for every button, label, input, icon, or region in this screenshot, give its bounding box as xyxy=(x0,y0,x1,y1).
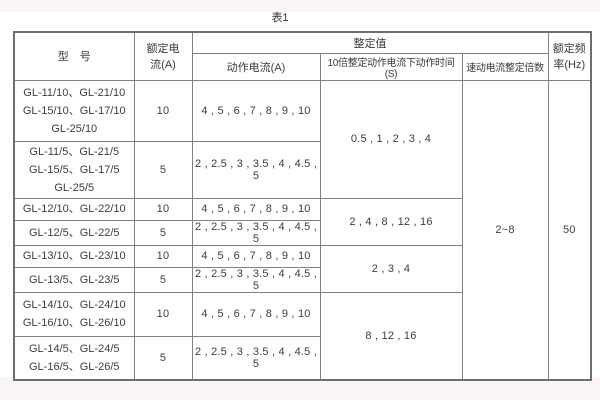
model-cell: GL-14/5、GL-24/5 GL-16/5、GL-26/5 xyxy=(13,335,135,381)
table-row: GL-14/5、GL-24/5 GL-16/5、GL-26/5 5 2 , 2.… xyxy=(13,335,591,381)
model-line: GL-13/5、GL-23/5 xyxy=(29,273,120,286)
model-cell: GL-13/5、GL-23/5 xyxy=(13,266,135,293)
operating-time-cell: 2 , 4 , 8 , 12 , 16 xyxy=(319,197,463,246)
rated-frequency-cell: 50 xyxy=(547,79,592,381)
operating-current-cell: 2 , 2.5 , 3 , 3.5 , 4 , 4.5 , 5 xyxy=(191,266,321,293)
model-cell: GL-12/5、GL-22/5 xyxy=(13,219,135,246)
operating-current-cell: 4 , 5 , 6 , 7 , 8 , 9 , 10 xyxy=(191,79,321,142)
rated-current-cell: 10 xyxy=(133,79,193,142)
operating-current-cell: 2 , 2.5 , 3 , 3.5 , 4 , 4.5 , 5 xyxy=(191,140,321,199)
operating-current-cell: 4 , 5 , 6 , 7 , 8 , 9 , 10 xyxy=(191,197,321,221)
model-line: GL-14/10、GL-24/10 xyxy=(22,299,126,311)
table-row: GL-13/10、GL-23/10 10 4 , 5 , 6 , 7 , 8 ,… xyxy=(13,244,591,293)
operating-time-cell: 8 , 12 , 16 xyxy=(319,291,463,381)
table-row: GL-13/5、GL-23/5 5 2 , 2.5 , 3 , 3.5 , 4 … xyxy=(13,266,591,293)
table-row: GL-11/10、GL-21/10 GL-15/10、GL-17/10 GL-2… xyxy=(13,79,592,381)
rated-current-header-line2: 流(A) xyxy=(150,59,176,72)
model-line: GL-16/5、GL-26/5 xyxy=(29,360,120,373)
rated-current-cell: 5 xyxy=(133,219,193,246)
operating-current-cell: 4 , 5 , 6 , 7 , 8 , 9 , 10 xyxy=(191,291,321,337)
model-line: GL-25/5 xyxy=(54,181,95,194)
spec-table: 型 号 额定电 流(A) 整定值 额定频 率(Hz) 动作电流(A) 10倍整定… xyxy=(13,31,593,381)
rated-current-cell: 5 xyxy=(133,266,193,293)
top-edge-strip xyxy=(0,0,600,12)
rated-frequency-header: 额定频 率(Hz) xyxy=(547,31,592,81)
rated-frequency-header-line2: 率(Hz) xyxy=(553,59,586,72)
header-row-1: 型 号 额定电 流(A) 整定值 额定频 率(Hz) xyxy=(13,31,592,81)
rated-current-header: 额定电 流(A) xyxy=(133,31,193,81)
model-line: GL-16/10、GL-26/10 xyxy=(22,317,126,329)
model-cell: GL-11/10、GL-21/10 GL-15/10、GL-17/10 GL-2… xyxy=(13,79,135,142)
operating-current-header: 动作电流(A) xyxy=(191,52,321,81)
operating-current-cell: 2 , 2.5 , 3 , 3.5 , 4 , 4.5 , 5 xyxy=(191,219,321,246)
operating-time-cell: 2 , 3 , 4 xyxy=(319,244,463,293)
model-cell: GL-12/10、GL-22/10 xyxy=(13,197,135,221)
bottom-edge-strip xyxy=(0,377,600,400)
model-cell: GL-11/5、GL-21/5 GL-15/5、GL-17/5 GL-25/5 xyxy=(13,140,135,199)
model-line: GL-11/10、GL-21/10 xyxy=(23,86,126,99)
model-cell: GL-13/10、GL-23/10 xyxy=(13,244,135,268)
quick-current-multiple-cell: 2~8 xyxy=(461,79,549,381)
model-line: GL-15/5、GL-17/5 xyxy=(29,163,120,176)
model-line: GL-13/10、GL-23/10 xyxy=(22,250,126,262)
setting-value-header: 整定值 xyxy=(191,31,549,54)
model-line: GL-15/10、GL-17/10 xyxy=(22,104,126,117)
operating-time-header: 10倍整定动作电流下动作时间(S) xyxy=(319,52,463,81)
table-row: GL-12/10、GL-22/10 10 4 , 5 , 6 , 7 , 8 ,… xyxy=(13,197,591,246)
model-line: GL-25/10 xyxy=(51,122,98,135)
model-cell: GL-14/10、GL-24/10 GL-16/10、GL-26/10 xyxy=(13,291,135,337)
rated-current-cell: 5 xyxy=(133,140,193,199)
table-row: GL-11/5、GL-21/5 GL-15/5、GL-17/5 GL-25/5 … xyxy=(13,140,591,199)
operating-current-cell: 2 , 2.5 , 3 , 3.5 , 4 , 4.5 , 5 xyxy=(191,335,321,381)
rated-current-cell: 10 xyxy=(133,244,193,268)
quick-current-multiple-header: 速动电流整定倍数 xyxy=(461,52,549,81)
model-line: GL-14/5、GL-24/5 xyxy=(29,342,120,355)
operating-time-cell: 0.5 , 1 , 2 , 3 , 4 xyxy=(319,79,463,199)
page-title: 表1 xyxy=(271,12,289,24)
rated-current-cell: 10 xyxy=(133,197,193,221)
model-line: GL-11/5、GL-21/5 xyxy=(29,145,120,158)
operating-current-cell: 4 , 5 , 6 , 7 , 8 , 9 , 10 xyxy=(191,244,321,268)
model-line: GL-12/10、GL-22/10 xyxy=(22,203,126,215)
rated-current-cell: 5 xyxy=(133,335,193,381)
rated-current-cell: 10 xyxy=(133,291,193,337)
rated-current-header-line1: 额定电 xyxy=(146,43,180,56)
model-header: 型 号 xyxy=(13,31,135,81)
model-line: GL-12/5、GL-22/5 xyxy=(29,226,120,239)
rated-frequency-header-line1: 额定频 xyxy=(552,43,586,56)
